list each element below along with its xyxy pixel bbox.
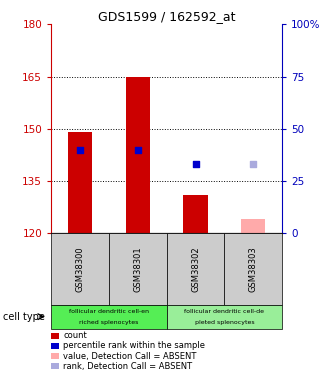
Text: follicular dendritic cell-de: follicular dendritic cell-de <box>184 309 264 314</box>
Bar <box>51 233 109 304</box>
Bar <box>241 219 265 233</box>
Text: GSM38302: GSM38302 <box>191 246 200 292</box>
Text: GSM38301: GSM38301 <box>133 246 142 292</box>
Bar <box>126 76 150 233</box>
Text: follicular dendritic cell-en: follicular dendritic cell-en <box>69 309 149 314</box>
Text: riched splenocytes: riched splenocytes <box>79 320 139 325</box>
Bar <box>109 233 167 304</box>
Bar <box>224 233 282 304</box>
Point <box>77 147 82 153</box>
Bar <box>167 304 282 329</box>
Point <box>135 147 140 153</box>
Text: rank, Detection Call = ABSENT: rank, Detection Call = ABSENT <box>63 362 192 370</box>
Text: percentile rank within the sample: percentile rank within the sample <box>63 341 205 350</box>
Point <box>251 160 256 166</box>
Bar <box>167 233 224 304</box>
Text: GSM38300: GSM38300 <box>76 246 84 292</box>
Text: count: count <box>63 332 87 340</box>
Bar <box>51 304 167 329</box>
Bar <box>68 132 92 233</box>
Bar <box>183 195 208 233</box>
Text: value, Detection Call = ABSENT: value, Detection Call = ABSENT <box>63 352 197 361</box>
Text: cell type: cell type <box>3 312 45 322</box>
Text: pleted splenocytes: pleted splenocytes <box>195 320 254 325</box>
Point <box>193 160 198 166</box>
Title: GDS1599 / 162592_at: GDS1599 / 162592_at <box>98 10 235 23</box>
Text: GSM38303: GSM38303 <box>249 246 258 292</box>
